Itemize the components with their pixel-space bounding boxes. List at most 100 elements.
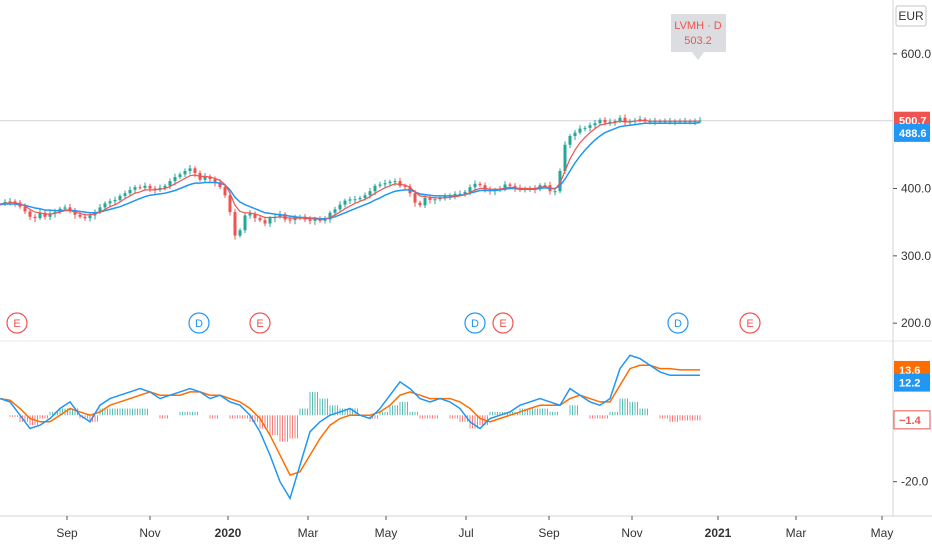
candle-body [68,207,72,211]
candle-body [48,213,52,217]
candle-body [468,187,472,192]
event-marker-dividend[interactable]: D [188,312,210,334]
candle-body [173,177,177,182]
candle-body [203,176,207,180]
candle-body [98,207,102,213]
candle-body [43,212,47,217]
candle-body [323,219,327,221]
xtick-label-9: Mar [786,526,807,540]
candle-body [88,215,92,219]
candle-body [53,212,57,214]
currency-button[interactable]: EUR [895,5,927,27]
candle-body [598,119,602,124]
candle-body [608,121,612,123]
symbol-tooltip: LVMH · D 503.2 [671,14,726,60]
candle-body [423,197,427,206]
candle-body [593,123,597,126]
ema-fast-line [0,119,700,221]
candle-body [193,168,197,174]
candle-body [213,179,217,183]
candle-body [283,214,287,220]
ma-value-badge-text: 488.6 [899,128,927,140]
candle-body [558,171,562,192]
xtick-label-6: Sep [538,526,560,540]
candle-body [153,188,157,190]
candle-body [588,125,592,128]
candle-body [138,187,142,189]
candle-body [368,191,372,196]
candle-body [288,219,292,221]
candle-body [313,218,317,221]
candle-body [243,215,247,231]
event-label-0: E [13,318,20,330]
macd-value-badge-text: 12.2 [899,378,920,390]
xtick-label-8: 2021 [705,526,732,540]
candle-body [503,184,507,189]
xtick-label-10: May [871,526,894,540]
candle-body [33,216,37,219]
candle-body [378,184,382,186]
candle-body [183,171,187,175]
candle-body [8,201,12,203]
candle-body [63,207,67,209]
candle-body [363,195,367,198]
macd-hist-badge-text: −1.4 [899,415,922,427]
xtick-label-0: Sep [56,526,78,540]
xtick-label-1: Nov [139,526,160,540]
candle-body [238,230,242,236]
tooltip-value: 503.2 [684,35,712,47]
candle-body [228,195,232,213]
candle-body [543,185,547,187]
candle-body [233,212,237,236]
event-marker-earnings[interactable]: E [6,312,28,334]
candle-body [438,197,442,200]
candle-body [108,201,112,204]
tooltip-symbol: LVMH · D [674,20,722,32]
candle-body [358,197,362,200]
event-label-5: D [674,318,682,330]
candle-body [23,206,27,212]
candle-body [128,189,132,194]
candle-body [473,183,477,188]
ma-value-badge: 488.6 [894,123,930,142]
candle-body [293,218,297,221]
candle-body [618,117,622,122]
xtick-label-4: May [375,526,398,540]
candle-body [343,200,347,205]
candle-body [123,193,127,196]
candle-body [373,185,377,192]
xtick-label-5: Jul [458,526,473,540]
candle-body [463,191,467,194]
event-marker-dividend[interactable]: D [667,312,689,334]
event-marker-earnings[interactable]: E [492,312,514,334]
candle-body [508,184,512,186]
event-marker-dividend[interactable]: D [464,312,486,334]
candle-body [453,193,457,196]
candle-body [13,201,17,203]
candle-body [353,199,357,201]
xtick-label-7: Nov [621,526,642,540]
candle-body [578,128,582,133]
event-marker-earnings[interactable]: E [739,312,761,334]
grid-layer [0,120,932,342]
price-ytick-label-1: 400.0 [901,182,931,196]
candle-body [103,203,107,208]
candle-body [38,212,42,219]
candle-body [623,117,627,123]
event-label-6: E [746,318,753,330]
candle-body [308,219,312,221]
candle-body [443,196,447,198]
candle-body [113,199,117,202]
candle-body [553,191,557,193]
candle-body [263,220,267,224]
candle-body [133,187,137,190]
candle-body [428,197,432,200]
candle-body [383,183,387,185]
candle-body [613,121,617,123]
candle-body [208,176,212,180]
event-marker-earnings[interactable]: E [249,312,271,334]
